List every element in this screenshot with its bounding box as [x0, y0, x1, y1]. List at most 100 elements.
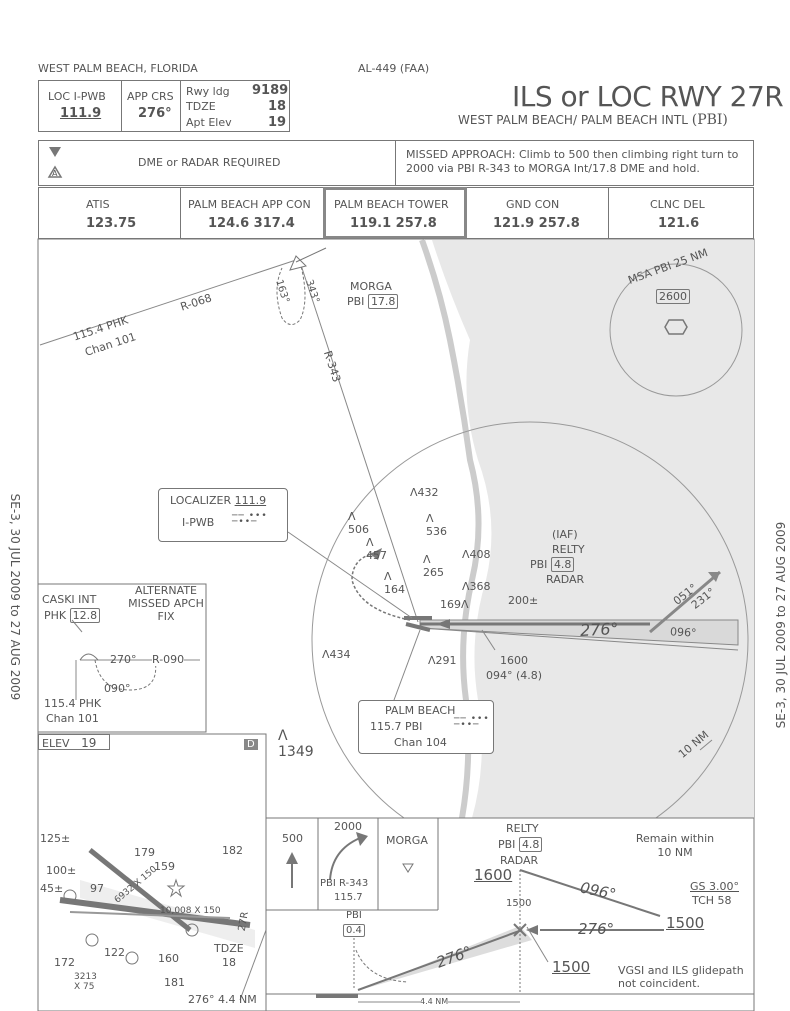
profile-1600: 1600 — [474, 866, 513, 884]
ad-label: 100± — [46, 864, 77, 877]
ad-label: 122 — [104, 946, 125, 959]
obstacle: 169Λ — [440, 598, 469, 611]
localizer-box — [158, 488, 288, 542]
app-crs-label: APP CRS — [127, 90, 174, 103]
rwy-ldg-label: Rwy ldg — [186, 85, 230, 98]
airport-name-text: WEST PALM BEACH/ PALM BEACH INTL — [458, 113, 688, 127]
obstacle: Λ 1349 — [278, 728, 314, 760]
caski-r090: R-090 — [152, 653, 185, 666]
tdze-value: 18 — [268, 99, 287, 114]
obstacle-265: 265 — [423, 566, 444, 579]
palm-beach-name: PALM BEACH — [385, 704, 456, 717]
obstacle: Λ368 — [462, 580, 491, 593]
obstacle-457: 457 — [366, 549, 387, 562]
profile-relty: RELTY — [506, 822, 539, 835]
obstacle-291: 291 — [435, 654, 457, 667]
comm-clnc-freq: 121.6 — [658, 216, 700, 231]
comm-tower-freq: 119.1 257.8 — [350, 216, 437, 231]
pbi-id: PBI — [405, 720, 423, 733]
obstacle-164: 164 — [384, 583, 405, 596]
ad-label: 160 — [158, 952, 179, 965]
obstacle: Λ408 — [462, 548, 491, 561]
profile-relty-pbi: PBI — [498, 838, 516, 851]
profile-276-level: 276° — [578, 920, 615, 938]
obstacle-536: 536 — [426, 525, 447, 538]
obstacle: Λ 164 — [384, 570, 405, 596]
d-badge: D — [244, 739, 258, 750]
comm-gnd-label: GND CON — [506, 198, 560, 211]
profile-1500-b: 1500 — [552, 958, 591, 976]
ad-label: 181 — [164, 976, 185, 989]
relty-iaf: (IAF) — [552, 528, 578, 541]
profile-2000: 2000 — [334, 820, 362, 833]
apt-elev-label: Apt Elev — [186, 116, 232, 129]
comm-atis-label: ATIS — [86, 198, 110, 211]
dme-note: DME or RADAR REQUIRED — [138, 156, 281, 169]
caski-freq: 115.4 PHK — [44, 697, 102, 710]
comm-gnd-freq: 121.9 257.8 — [493, 216, 580, 231]
caski-090: 090° — [104, 682, 131, 695]
comm-atis-freq: 123.75 — [86, 216, 137, 231]
missed-approach-text: MISSED APPROACH: Climb to 500 then climb… — [406, 148, 739, 175]
obstacle-408: 408 — [469, 548, 491, 561]
loc-label: LOC I-PWB — [48, 90, 106, 103]
loc-freq: 111.9 — [60, 106, 102, 121]
relty-name: RELTY — [552, 543, 585, 556]
comm-app-label: PALM BEACH APP CON — [188, 198, 311, 211]
profile-pbi-dme: 0.4 — [343, 924, 365, 937]
morse-code-icon: ── ••• ─••─ — [232, 511, 268, 527]
briefing-box — [38, 80, 290, 132]
page-title: ILS or LOC RWY 27R — [512, 80, 784, 113]
profile-1500-small: 1500 — [506, 898, 532, 909]
obstacle-169: 169 — [440, 598, 461, 611]
ad-label: 18 — [222, 956, 236, 969]
localizer-id: I-PWB — [182, 516, 215, 529]
relty-radar: RADAR — [546, 573, 585, 586]
airport-name: WEST PALM BEACH/ PALM BEACH INTL (PBI) — [458, 112, 728, 128]
ad-label: 10,008 X 150 — [160, 906, 221, 916]
obstacle: Λ 506 — [348, 510, 369, 536]
ad-label: 125± — [40, 832, 71, 845]
obstacle: Λ 265 — [423, 553, 444, 579]
apt-elev-value: 19 — [268, 115, 287, 130]
obstacle-506: 506 — [348, 523, 369, 536]
profile-relty-dme: PBI 4.8 — [498, 837, 543, 852]
profile-tch: TCH 58 — [692, 894, 732, 907]
triangle-symbols-icon: A — [47, 147, 63, 178]
msa-altitude: 2600 — [656, 289, 690, 304]
obstacle: Λ432 — [410, 486, 439, 499]
caski-phk: PHK — [44, 609, 67, 622]
palm-beach-freq: 115.7 PBI — [370, 720, 422, 733]
ad-label: 45± — [40, 882, 64, 895]
course-276: 276° — [579, 619, 620, 640]
app-crs-value: 276° — [138, 106, 172, 121]
pbi-chan: Chan 104 — [394, 736, 447, 749]
localizer-info: LOCALIZER 111.9 — [170, 494, 266, 507]
palm-beach-vor-box — [358, 700, 494, 754]
ad-label: TDZE — [214, 942, 244, 955]
ad-label: 179 — [134, 846, 155, 859]
comm-app-freq: 124.6 317.4 — [208, 216, 295, 231]
morga-dme-value: 17.8 — [367, 294, 399, 309]
notes-box — [38, 140, 754, 186]
ad-label: 182 — [222, 844, 243, 857]
morga-pbi: PBI — [347, 295, 365, 308]
profile-pbi: PBI — [346, 910, 362, 921]
obstacle: Λ434 — [322, 648, 351, 661]
elev-value: 19 — [81, 736, 97, 750]
alternate-missed-fix: ALTERNATE MISSED APCH FIX — [128, 584, 204, 623]
profile-pbi-r343-freq: 115.7 — [334, 892, 363, 903]
comm-tower-label: PALM BEACH TOWER — [334, 198, 449, 211]
profile-relty-dme-value: 4.8 — [518, 837, 543, 852]
caski-dme-value: 12.8 — [69, 608, 101, 623]
relty-dme: PBI 4.8 — [530, 557, 575, 572]
profile-gs: GS 3.00° — [690, 880, 739, 893]
obstacle: Λ291 — [428, 654, 457, 667]
obstacle-368: 368 — [469, 580, 491, 593]
ad-label: 97 — [90, 882, 104, 895]
relty-dme-value: 4.8 — [550, 557, 575, 572]
elev-box: ELEV 19 — [42, 736, 96, 750]
ad-label: 172 — [54, 956, 75, 969]
tdze-label: TDZE — [186, 100, 216, 113]
